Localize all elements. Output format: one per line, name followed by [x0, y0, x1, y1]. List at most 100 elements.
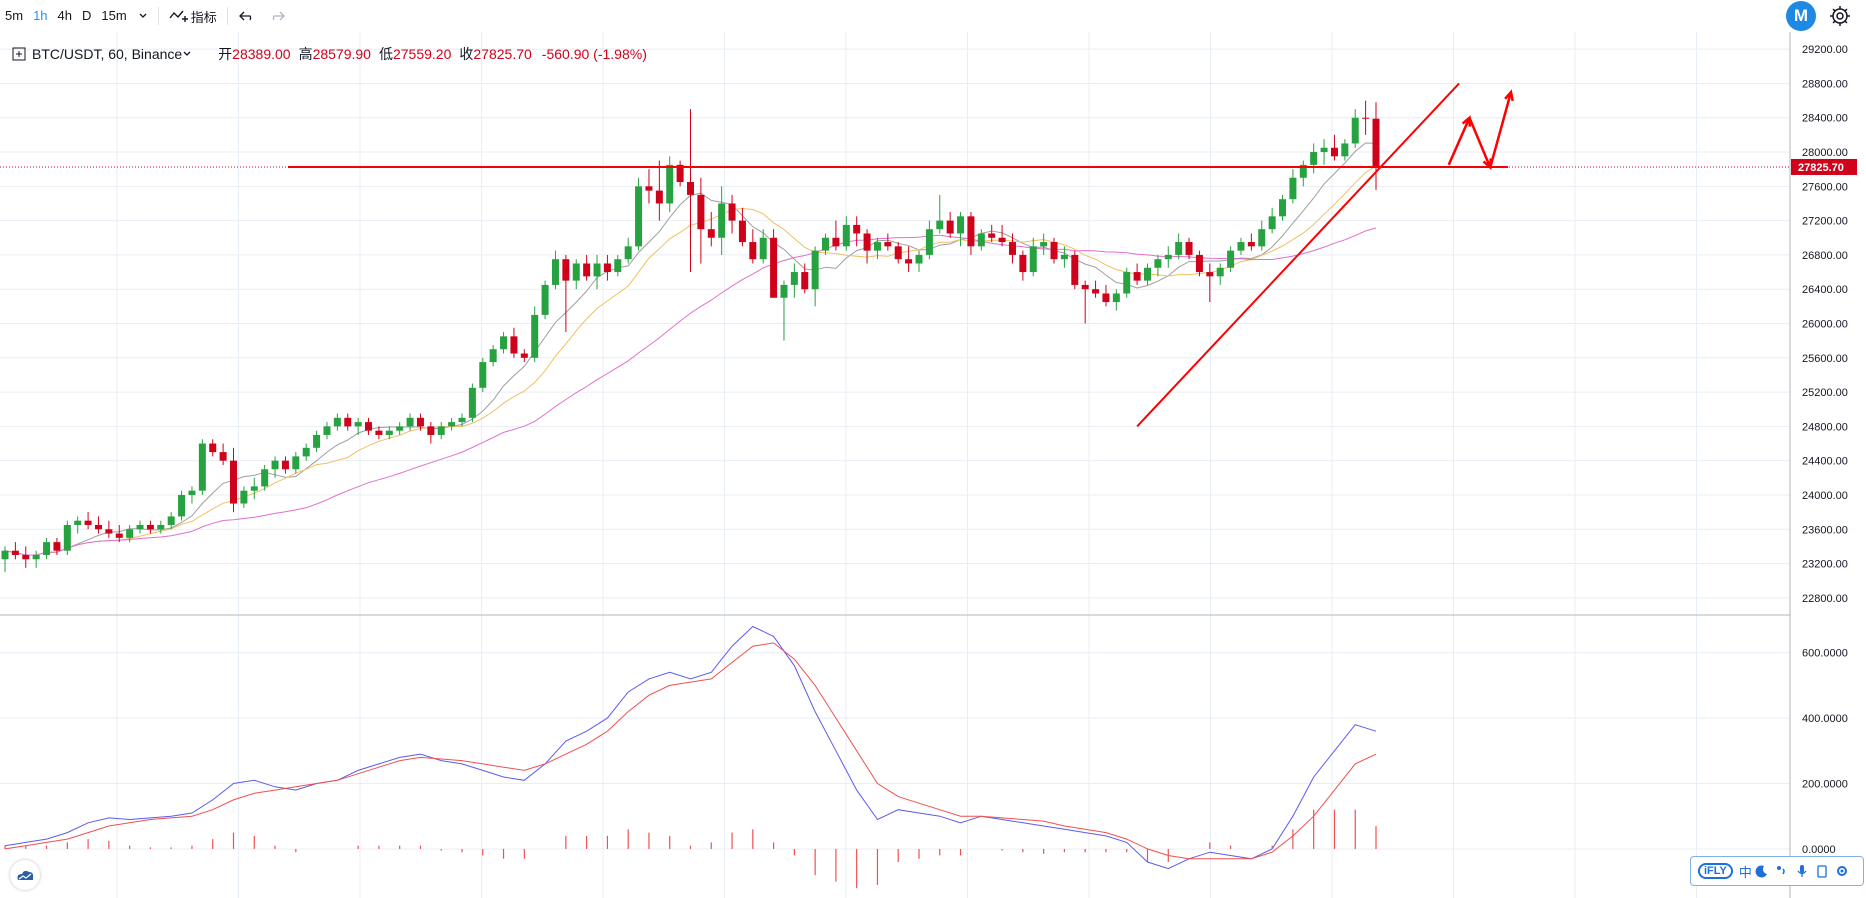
candle-body — [655, 190, 663, 204]
ifly-logo[interactable]: iFLY — [1698, 863, 1733, 879]
candle-body — [780, 284, 788, 298]
candle-body — [707, 229, 715, 238]
chevron-down-icon[interactable] — [182, 49, 192, 59]
toolbar-divider — [157, 7, 159, 25]
undo-button[interactable] — [232, 8, 262, 24]
price-tick-label: 22800.00 — [1802, 593, 1848, 605]
candle-body — [1092, 289, 1100, 294]
candle-body — [323, 426, 331, 435]
candle-body — [261, 469, 269, 487]
high-label: 高 — [298, 46, 313, 62]
candle-body — [832, 237, 840, 247]
macd-tick-label: 600.0000 — [1802, 648, 1848, 660]
timeframe-4h[interactable]: 4h — [57, 8, 72, 23]
candle-body — [790, 272, 798, 285]
candle-body — [1185, 242, 1193, 255]
candle-body — [666, 164, 674, 204]
candle-body — [63, 524, 71, 551]
candle-body — [1227, 250, 1235, 268]
gear-icon[interactable] — [1828, 4, 1852, 28]
candle-body — [915, 254, 923, 264]
candle-body — [1268, 216, 1276, 230]
candle-body — [1154, 259, 1162, 268]
candle-body — [614, 259, 622, 273]
tradingview-mark[interactable] — [10, 860, 40, 890]
moon-icon[interactable] — [1755, 864, 1769, 878]
projection-arrow-head — [1504, 89, 1514, 102]
candle-body — [126, 529, 134, 538]
candle-body — [1195, 254, 1203, 273]
trend-line — [1136, 82, 1460, 428]
candle-body — [770, 237, 778, 298]
candle-body — [593, 263, 601, 277]
redo-button[interactable] — [262, 8, 292, 24]
candle-body — [1330, 147, 1338, 157]
ifly-language[interactable]: 中 — [1738, 864, 1752, 880]
candle-body — [842, 224, 850, 247]
price-tick-label: 25200.00 — [1802, 387, 1848, 399]
timeframe-5m[interactable]: 5m — [5, 8, 24, 23]
candle-body — [894, 246, 902, 260]
candle-body — [676, 164, 684, 183]
candle-body — [1299, 164, 1307, 178]
chart-area[interactable]: 29200.00 28800.00 28400.00 28000.00 27600.00… — [0, 32, 1866, 898]
candle-body — [1123, 272, 1131, 294]
microphone-icon[interactable] — [1795, 864, 1809, 878]
brand-logo[interactable]: M — [1786, 1, 1816, 31]
indicators-button[interactable]: 指标 — [163, 7, 223, 26]
symbol-label[interactable]: BTC/USDT, 60, Binance — [32, 46, 183, 62]
candle-body — [884, 242, 892, 247]
last-price-tag — [1791, 158, 1857, 175]
candle-body — [718, 203, 726, 238]
price-tick-label: 26400.00 — [1802, 284, 1848, 296]
candle-body — [738, 220, 746, 243]
price-tick-label: 24400.00 — [1802, 456, 1848, 468]
change-value: -560.90 (-1.98%) — [541, 46, 647, 62]
projection-arrow-segment — [1447, 117, 1471, 166]
candle-body — [105, 529, 113, 534]
candle-body — [967, 216, 975, 247]
candle-body — [427, 426, 435, 435]
candle-body — [822, 237, 830, 251]
collapse-icon[interactable] — [12, 47, 26, 61]
candle-body — [1175, 242, 1183, 255]
high-value: 28579.90 — [312, 46, 371, 62]
candle-body — [375, 430, 383, 435]
candle-body — [572, 263, 580, 281]
candle-body — [905, 259, 913, 264]
punctuation-icon[interactable] — [1775, 864, 1789, 878]
candle-body — [1216, 267, 1224, 277]
candle-body — [84, 520, 92, 525]
candle-body — [178, 494, 186, 517]
candle-body — [53, 542, 61, 551]
timeframe-1h[interactable]: 1h — [33, 8, 48, 23]
timeframe-15m[interactable]: 15m — [101, 8, 127, 23]
candle-body — [551, 259, 559, 285]
macd-tick-label: 400.0000 — [1802, 713, 1848, 725]
candle-body — [406, 417, 414, 427]
timeframe-dropdown[interactable] — [132, 11, 154, 21]
cloud-icon — [17, 870, 34, 880]
candle-body — [863, 233, 871, 251]
candle-body — [1289, 177, 1297, 200]
price-tick-label: 27200.00 — [1802, 216, 1848, 228]
macd-tick-label: 200.0000 — [1802, 779, 1848, 791]
candle-body — [354, 422, 362, 427]
candle-body — [645, 186, 653, 191]
candle-body — [697, 194, 705, 230]
candle-body — [1112, 293, 1120, 303]
candle-body — [936, 220, 944, 230]
timeframe-d[interactable]: D — [82, 8, 92, 23]
candle-body — [988, 233, 996, 238]
gear-icon[interactable] — [1835, 864, 1849, 878]
candle-body — [687, 182, 694, 195]
macd-tick-label: 0.0000 — [1802, 844, 1836, 856]
chevron-down-icon — [139, 13, 147, 18]
ifly-toolbar[interactable]: iFLY 中 — [1690, 856, 1864, 886]
candle-body — [157, 524, 165, 530]
clipboard-icon[interactable] — [1815, 864, 1829, 878]
candle-body — [1019, 254, 1027, 273]
toolbar: 5m 1h 4h D 15m 指标 — [0, 0, 1866, 32]
candle-body — [219, 452, 227, 461]
price-tick-label: 24000.00 — [1802, 490, 1848, 502]
